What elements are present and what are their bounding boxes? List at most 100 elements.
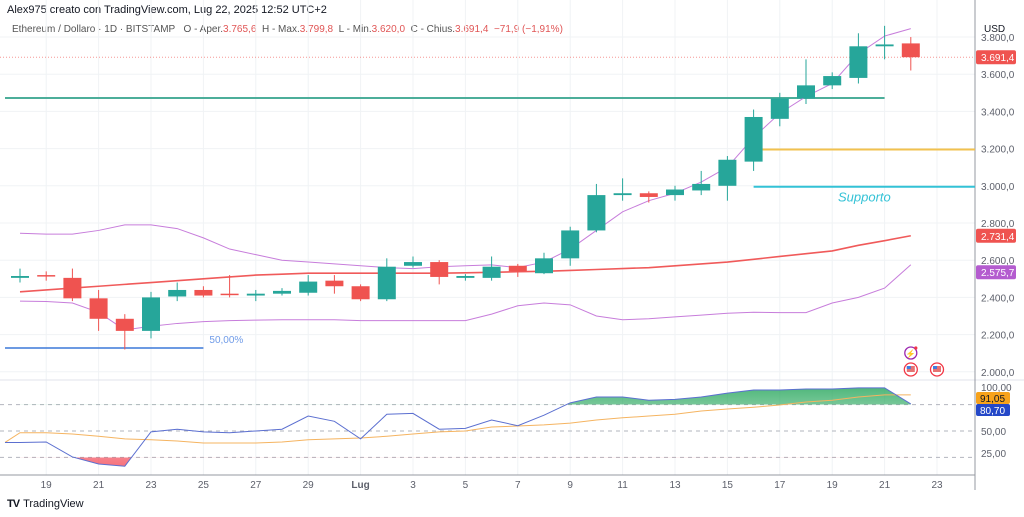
candle[interactable] xyxy=(561,226,580,266)
candle[interactable] xyxy=(639,191,658,203)
candle-body xyxy=(63,277,82,299)
candle-body xyxy=(168,289,187,297)
rsi-line xyxy=(5,387,912,467)
rsi-tick-label: 25,00 xyxy=(981,449,1006,460)
time-tick-label: Lug xyxy=(351,480,369,491)
candle[interactable] xyxy=(901,37,920,71)
price-tick-label: 2.200,0 xyxy=(981,331,1015,342)
candle[interactable] xyxy=(849,33,868,84)
earnings-lightning-icon[interactable]: ⚡ xyxy=(904,346,918,360)
candle-body xyxy=(797,85,815,99)
candle-body xyxy=(115,318,134,331)
time-tick-label: 21 xyxy=(879,480,891,491)
candle[interactable] xyxy=(508,263,527,277)
candle[interactable] xyxy=(325,275,344,294)
flag-canton xyxy=(906,366,911,369)
candle-body xyxy=(718,159,737,186)
candle[interactable] xyxy=(430,260,449,285)
candle-body xyxy=(377,266,396,300)
close-value: 3.691,4 xyxy=(455,24,489,35)
candle[interactable] xyxy=(142,291,160,339)
candle-body xyxy=(666,189,684,196)
candle[interactable] xyxy=(115,314,134,350)
candle[interactable] xyxy=(482,256,501,281)
time-tick-label: 5 xyxy=(463,480,469,491)
close-label: C - Chius. xyxy=(410,24,456,35)
candle-body xyxy=(220,293,239,296)
candle-body xyxy=(823,76,842,86)
time-tick-label: 15 xyxy=(722,480,734,491)
candle[interactable] xyxy=(37,271,56,281)
time-tick-label: 17 xyxy=(774,480,786,491)
candle[interactable] xyxy=(404,256,422,268)
time-tick-label: 13 xyxy=(669,480,681,491)
currency-label: USD xyxy=(984,24,1005,35)
candle[interactable] xyxy=(63,268,82,302)
rsi-tick-label: 100,00 xyxy=(981,383,1012,394)
candle[interactable] xyxy=(89,289,108,331)
candle[interactable] xyxy=(351,284,370,302)
candle-body xyxy=(692,183,711,191)
price-tick-label: 3.800,0 xyxy=(981,33,1015,44)
price-tick-label: 2.000,0 xyxy=(981,368,1015,379)
candle-body xyxy=(482,266,501,278)
candle[interactable] xyxy=(194,286,213,298)
time-tick-label: 23 xyxy=(931,480,943,491)
candle[interactable] xyxy=(246,289,265,302)
candle[interactable] xyxy=(744,109,763,171)
us-flag-icon[interactable] xyxy=(903,362,918,377)
candle[interactable] xyxy=(220,275,239,298)
icon-glyph: ⚡ xyxy=(906,349,916,359)
candle[interactable] xyxy=(797,59,815,104)
chart-credit: Alex975 creato con TradingView.com, Lug … xyxy=(7,4,327,16)
price-tick-label: 2.400,0 xyxy=(981,293,1015,304)
symbol-info[interactable]: Ethereum / Dollaro · 1D · BITSTAMP xyxy=(12,24,176,35)
price-tick-label: 3.600,0 xyxy=(981,70,1015,81)
time-tick-label: 25 xyxy=(198,480,210,491)
time-tick-label: 19 xyxy=(827,480,839,491)
time-tick-label: 29 xyxy=(303,480,315,491)
candle-body xyxy=(849,46,868,78)
candle[interactable] xyxy=(377,258,396,302)
candle[interactable] xyxy=(875,25,894,60)
change-value: −71,9 (−1,91%) xyxy=(493,24,563,35)
icon-dot xyxy=(914,346,918,350)
candle[interactable] xyxy=(770,92,789,127)
candle-body xyxy=(351,286,370,300)
candle[interactable] xyxy=(168,282,187,302)
candle[interactable] xyxy=(613,178,632,201)
time-tick-label: 23 xyxy=(145,480,157,491)
candle-body xyxy=(325,280,344,287)
candle-body xyxy=(299,281,318,293)
tradingview-logo[interactable]: TV TradingView xyxy=(7,498,84,510)
candle[interactable] xyxy=(456,274,475,281)
price-badge-label: 3.691,4 xyxy=(981,53,1015,64)
fib-level-label: 50,00% xyxy=(209,335,243,346)
bollinger-lower-band xyxy=(19,264,912,331)
rsi-overbought-fill xyxy=(20,387,911,405)
support-label: Supporto xyxy=(838,190,891,205)
candle[interactable] xyxy=(692,170,711,196)
candle[interactable] xyxy=(823,72,842,90)
price-tick-label: 3.400,0 xyxy=(981,107,1015,118)
time-tick-label: 19 xyxy=(41,480,53,491)
candle-body xyxy=(37,275,56,277)
rsi-badge-label: 91,05 xyxy=(980,394,1005,405)
candle[interactable] xyxy=(11,268,29,283)
candle[interactable] xyxy=(718,156,737,201)
candle[interactable] xyxy=(299,275,318,296)
us-flag-icon[interactable] xyxy=(929,362,945,377)
candle[interactable] xyxy=(666,185,684,201)
logo-text: TradingView xyxy=(23,498,84,510)
time-tick-label: 27 xyxy=(250,480,262,491)
price-badge xyxy=(976,228,1016,243)
candle[interactable] xyxy=(535,252,553,275)
candle[interactable] xyxy=(273,288,291,296)
candle[interactable] xyxy=(587,183,606,233)
high-label: H - Max. xyxy=(261,24,300,35)
flag-canton xyxy=(933,366,937,369)
candle-body xyxy=(587,195,606,231)
candle-body xyxy=(508,265,527,272)
candle-body xyxy=(404,262,422,266)
